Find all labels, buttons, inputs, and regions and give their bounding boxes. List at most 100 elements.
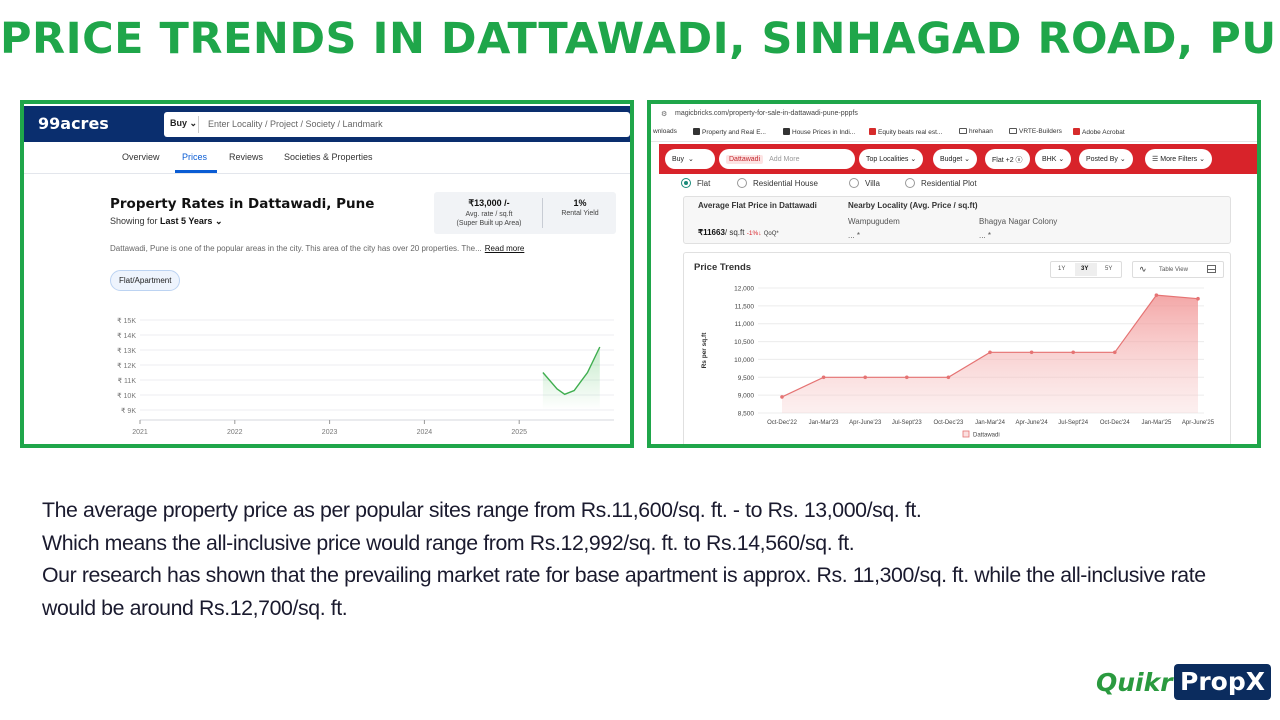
filter-budget[interactable]: Budget ⌄	[933, 149, 977, 169]
site-header: 99acres Buy ⌄ Enter Locality / Project /…	[24, 106, 630, 142]
rental-yield-label: Rental Yield	[561, 210, 599, 217]
avg-price-value: ₹11663/ sq.ft -1%↓ QoQ*	[698, 228, 779, 237]
radio-flat[interactable]: Flat	[681, 178, 710, 188]
radio-residential-house[interactable]: Residential House	[737, 178, 818, 188]
summary-line: Which means the all-inclusive price woul…	[42, 530, 855, 555]
page-title: Property Rates in Dattawadi, Pune	[110, 196, 375, 212]
tab-3y[interactable]: 3Y	[1081, 266, 1089, 272]
legend-swatch	[962, 430, 970, 438]
property-type-chip[interactable]: Flat/Apartment	[110, 270, 181, 291]
y-tick-label: 12,000	[734, 286, 754, 293]
locality-search[interactable]: Dattawadi Add More	[719, 149, 855, 169]
price-summary-box: Average Flat Price in Dattawadi ₹11663/ …	[683, 196, 1231, 244]
radio-residential-plot[interactable]: Residential Plot	[905, 178, 977, 188]
nearby-locality-price: ... *	[979, 231, 992, 240]
price-trend-chart-99acres: ₹ 15K ₹ 14K ₹ 13K ₹ 12K ₹ 11K ₹ 10K ₹ 9K 2021 20…	[117, 317, 614, 436]
buy-filter[interactable]: Buy ⌄	[665, 149, 715, 169]
filter-bhk[interactable]: BHK ⌄	[1035, 149, 1072, 169]
period-selector[interactable]: Showing for Last 5 Years ⌄	[110, 216, 223, 226]
price-trends-card: Price Trends 1Y 3Y 5Y ∿ Table View 12,00…	[683, 252, 1231, 444]
bookmark-property[interactable]: Property and Real E...	[693, 128, 766, 136]
x-tick-label: Jan-Mar'24	[975, 420, 1005, 426]
x-tick-label: Apr-June'23	[849, 420, 882, 426]
data-point	[1154, 293, 1159, 297]
tab-prices[interactable]: Prices	[182, 152, 208, 162]
tab-reviews[interactable]: Reviews	[229, 152, 264, 162]
tab-overview[interactable]: Overview	[122, 152, 160, 162]
search-bar[interactable]: Buy ⌄ Enter Locality / Project / Society…	[164, 112, 630, 137]
logo-quikr: Quikr	[1096, 668, 1173, 697]
bookmark-hrehaan[interactable]: hrehaan	[959, 128, 993, 135]
bookmark-equity[interactable]: Equity beats real est...	[869, 128, 942, 136]
g-icon	[783, 128, 790, 135]
y-tick-label: ₹ 9K	[121, 407, 136, 415]
tab-societies[interactable]: Societies & Properties	[284, 152, 373, 162]
bookmark-adobe[interactable]: Adobe Acrobat	[1073, 128, 1125, 136]
nearby-locality-link[interactable]: Wampugudem	[848, 217, 900, 226]
logo-propx: PropX	[1174, 664, 1271, 700]
y-tick-label: ₹ 12K	[117, 362, 136, 370]
y-tick-label: 9,500	[738, 375, 755, 382]
bookmark-vrte[interactable]: VRTE-Builders	[1009, 128, 1062, 135]
x-tick-label: Jan-Mar'25	[1141, 420, 1171, 426]
y-tick-label: 10,000	[734, 357, 754, 364]
y-tick-label: ₹ 10K	[117, 392, 136, 400]
quikr-propx-logo: Quikr PropX	[1096, 664, 1271, 704]
tab-1y[interactable]: 1Y	[1058, 266, 1066, 272]
x-tick-label: Oct-Dec'22	[767, 420, 797, 426]
buy-dropdown[interactable]: Buy ⌄	[170, 118, 198, 128]
data-point	[780, 395, 784, 399]
x-tick-label: 2024	[417, 429, 433, 436]
x-tick-label: Apr-June'25	[1182, 420, 1215, 426]
browser-url-bar[interactable]: ⚙ magicbricks.com/property-for-sale-in-d…	[651, 106, 1257, 124]
table-icon	[1207, 265, 1216, 273]
nearby-locality-price: ... *	[848, 231, 861, 240]
folder-icon	[1009, 128, 1017, 134]
adobe-icon	[1073, 128, 1080, 135]
nearby-locality-link[interactable]: Bhagya Nagar Colony	[979, 217, 1058, 226]
section-nav: Overview Prices Reviews Societies & Prop…	[24, 142, 630, 174]
property-type-radios: Flat Residential House Villa Residential…	[681, 178, 1241, 192]
chart-toggle-icon: ∿	[1139, 264, 1147, 274]
chart-title: Price Trends	[694, 262, 752, 273]
filter-more[interactable]: ☰ More Filters ⌄	[1145, 149, 1212, 169]
data-point	[988, 350, 992, 355]
data-point	[1113, 350, 1117, 355]
legend-label: Dattawadi	[973, 433, 1000, 439]
search-input[interactable]: Enter Locality / Project / Society / Lan…	[208, 119, 383, 129]
data-point	[1071, 350, 1075, 355]
tab-5y[interactable]: 5Y	[1105, 266, 1113, 272]
rate-summary: ₹13,000 /- Avg. rate / sq.ft (Super Built…	[434, 192, 616, 234]
x-tick-label: Apr-June'24	[1016, 420, 1049, 426]
avg-rate-label: Avg. rate / sq.ft (Super Built up Area)	[456, 211, 522, 227]
radio-villa[interactable]: Villa	[849, 178, 880, 188]
filter-property-type[interactable]: Flat +2 ⓧ	[985, 149, 1030, 169]
url-text[interactable]: magicbricks.com/property-for-sale-in-dat…	[675, 110, 858, 117]
y-tick-label: 8,500	[738, 411, 755, 418]
bookmarks-bar: wnloads Property and Real E... House Pri…	[651, 124, 1257, 142]
site-logo[interactable]: 99acres	[38, 114, 109, 133]
filter-posted-by[interactable]: Posted By ⌄	[1079, 149, 1133, 169]
series-area	[542, 347, 600, 410]
y-tick-label: 10,500	[734, 339, 754, 346]
news-icon	[869, 128, 876, 135]
read-more-link[interactable]: Read more	[484, 244, 525, 253]
y-tick-label: 11,500	[735, 303, 755, 310]
bookmark-house-prices[interactable]: House Prices in Indi...	[783, 128, 855, 136]
x-tick-label: Jul-Sept'23	[892, 420, 922, 426]
summary-text: The average property price as per popula…	[42, 494, 1252, 624]
x-tick-label: Oct-Dec'23	[933, 420, 963, 426]
y-tick-label: ₹ 14K	[117, 332, 136, 340]
filter-top-localities[interactable]: Top Localities ⌄	[859, 149, 924, 169]
table-view-toggle[interactable]: ∿ Table View	[1132, 261, 1224, 278]
data-point	[1029, 350, 1034, 355]
active-tab-indicator	[175, 170, 217, 173]
bookmark-downloads[interactable]: wnloads	[653, 128, 677, 135]
x-tick-label: Oct-Dec'24	[1100, 420, 1130, 426]
x-tick-label: 2021	[132, 429, 148, 436]
site-info-icon[interactable]: ⚙	[661, 111, 668, 118]
data-point	[863, 375, 867, 380]
data-point	[1196, 296, 1200, 301]
data-point	[821, 375, 826, 380]
x-tick-label: Jan-Mar'23	[809, 420, 839, 426]
